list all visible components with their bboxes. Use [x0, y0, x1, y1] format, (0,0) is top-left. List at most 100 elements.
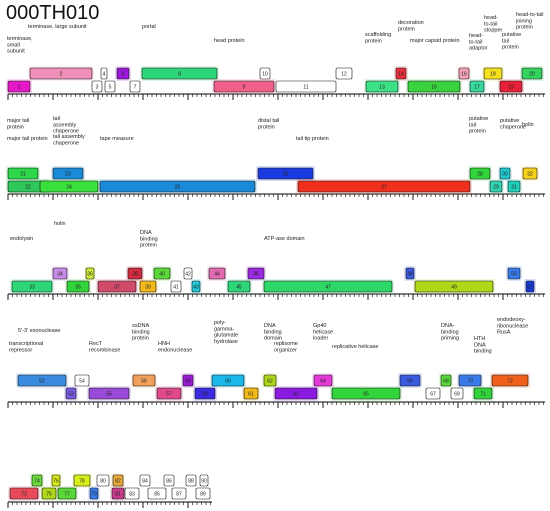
genome-track: 33 34 35 36 37 38 39 40 41 42 43 44 45 46 47 48 49 50 51 en… [7, 221, 545, 300]
gene-24: 24 [38, 179, 100, 194]
gene-function-label: portal [142, 24, 156, 30]
gene-box [89, 487, 99, 500]
gene-number: 21 [20, 171, 26, 177]
gene-number: 13 [379, 84, 385, 90]
gene-box [331, 387, 401, 400]
gene-function-label: Gp40 helicase loader [313, 323, 333, 342]
gene-box [499, 167, 511, 180]
gene-48: 48 [404, 266, 416, 281]
gene-number: 71 [480, 391, 486, 397]
gene-78: 78 [72, 473, 92, 488]
gene-11: 11 [275, 80, 337, 93]
gene-box [51, 474, 61, 487]
gene-function-label: DNA binding domain [264, 323, 282, 342]
gene-number: 78 [79, 478, 85, 484]
gene-47: 47 [262, 279, 394, 294]
gene-54: 54 [74, 374, 90, 387]
gene-number: 29 [493, 184, 499, 190]
gene-number: 54 [79, 378, 85, 384]
gene-49: 49 [413, 279, 495, 294]
gene-17: 17 [468, 79, 486, 94]
gene-box [52, 267, 68, 280]
gene-63: 63 [273, 386, 319, 401]
gene-86: 86 [163, 474, 175, 487]
gene-51: 51 [524, 279, 536, 294]
gene-22: 22 [6, 179, 50, 194]
gene-box [507, 180, 521, 193]
gene-9: 9 [212, 79, 276, 94]
gene-number: 65 [363, 391, 369, 397]
gene-number: 12 [341, 71, 347, 77]
gene-box [85, 267, 95, 280]
gene-number: 53 [68, 391, 74, 397]
gene-box [247, 267, 265, 280]
gene-number: 70 [467, 378, 473, 384]
gene-3: 3 [91, 80, 103, 93]
gene-number: 31 [511, 184, 517, 190]
gene-69: 69 [450, 387, 464, 400]
gene-box [97, 280, 137, 293]
gene-number: 57 [166, 391, 172, 397]
gene-8: 8 [140, 66, 219, 81]
gene-box [139, 280, 157, 293]
gene-number: 90 [201, 478, 207, 484]
gene-box [407, 80, 461, 93]
genome-track: 21 22 23 24 25 26 27 28 29 30 31 32 major tail protei… [6, 116, 545, 200]
gene-50: 50 [506, 266, 522, 281]
gene-number: 56 [141, 378, 147, 384]
gene-box [57, 487, 77, 500]
gene-number: 44 [214, 271, 220, 277]
genome-track: 73 74 75 76 77 78 79 80 81 82 83 84 85 86 87 88 89 90 [7, 473, 212, 508]
gene-number: 86 [166, 478, 172, 484]
gene-number: 19 [508, 84, 514, 90]
gene-number: 1 [18, 84, 21, 90]
gene-box [129, 80, 141, 93]
gene-box [275, 80, 337, 93]
gene-box [194, 387, 216, 400]
gene-number: 9 [243, 84, 246, 90]
gene-box [399, 374, 421, 387]
gene-36: 36 [84, 266, 96, 281]
gene-number: 72 [507, 378, 513, 384]
gene-number: 14 [398, 71, 404, 77]
gene-box [182, 374, 194, 387]
gene-box [425, 387, 441, 400]
gene-21: 21 [6, 166, 40, 181]
gene-33: 33 [10, 279, 54, 294]
gene-box [9, 487, 39, 500]
gene-number: 74 [34, 478, 40, 484]
gene-number: 79 [91, 491, 97, 497]
gene-number: 5 [109, 84, 112, 90]
gene-function-label: terminase, small subunit [7, 36, 33, 55]
gene-box [191, 280, 201, 293]
gene-89: 89 [195, 487, 211, 500]
gene-35: 35 [65, 279, 91, 294]
gene-box [297, 180, 471, 193]
gene-number: 24 [66, 184, 72, 190]
gene-number: 42 [185, 271, 191, 277]
gene-6: 6 [115, 66, 131, 81]
gene-box [183, 267, 193, 280]
gene-85: 85 [147, 487, 167, 500]
gene-84: 84 [139, 474, 151, 487]
gene-number: 40 [159, 271, 165, 277]
gene-number: 6 [122, 71, 125, 77]
gene-number: 36 [87, 271, 93, 277]
gene-number: 55 [106, 391, 112, 397]
gene-number: 37 [114, 284, 120, 290]
gene-box [147, 487, 167, 500]
gene-83: 83 [124, 487, 140, 500]
gene-box [139, 474, 151, 487]
gene-number: 77 [64, 491, 70, 497]
gene-function-label: holin [522, 122, 534, 128]
gene-box [163, 474, 175, 487]
gene-71: 71 [472, 386, 494, 401]
gene-56: 56 [131, 373, 157, 388]
gene-function-label: tail tip protein [296, 136, 329, 142]
gene-number: 43 [193, 284, 199, 290]
gene-function-label: putative chaperone [500, 118, 526, 130]
gene-number: 64 [320, 378, 326, 384]
gene-number: 66 [407, 378, 413, 384]
gene-box [195, 487, 211, 500]
gene-box [365, 80, 399, 93]
